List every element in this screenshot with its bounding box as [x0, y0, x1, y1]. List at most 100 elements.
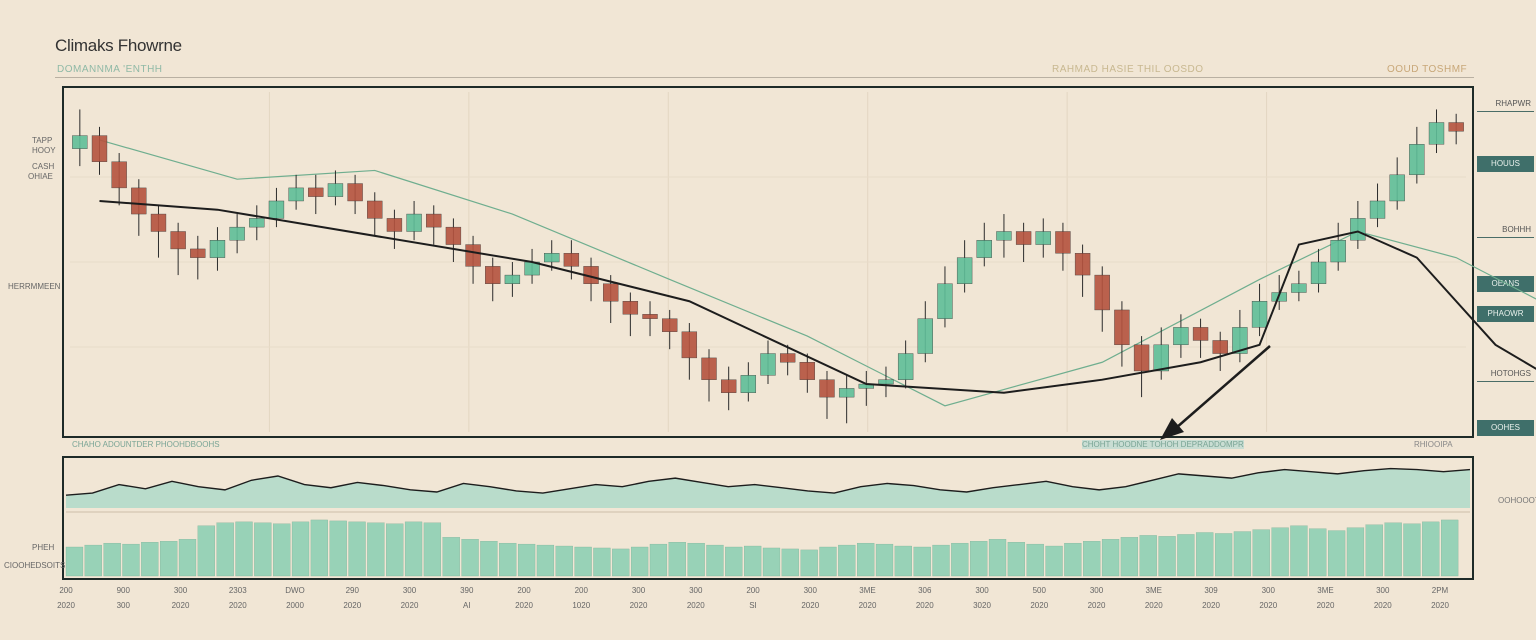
volume-bar: [1064, 542, 1082, 577]
x-axis-tick: 1020: [572, 601, 591, 610]
volume-bar: [1007, 542, 1025, 577]
volume-bar: [1327, 530, 1346, 577]
candle-body: [662, 318, 678, 332]
candle-body: [347, 183, 363, 202]
candle-body: [1035, 231, 1051, 245]
volume-bar: [1101, 539, 1120, 577]
volume-bar: [84, 544, 102, 577]
candle-body: [150, 213, 167, 232]
volume-bar: [1441, 519, 1459, 577]
x-axis-tick: 2020: [801, 601, 820, 610]
candle-body: [1310, 261, 1327, 284]
x-axis-tick: 300: [1261, 586, 1275, 595]
x-axis-tick: 2020: [1373, 601, 1392, 610]
candle-body: [1389, 174, 1405, 202]
candle-body: [1350, 218, 1366, 241]
x-axis-tick: 2020: [1259, 601, 1278, 610]
candle-body: [288, 187, 304, 202]
x-axis-tick: 300: [631, 586, 646, 595]
candle-body: [327, 183, 344, 197]
volume-bar: [536, 544, 555, 577]
x-axis-tick: 300: [402, 586, 417, 595]
candle-body: [956, 257, 973, 284]
volume-bar: [1309, 528, 1327, 577]
left-label-1: TAPP: [32, 136, 53, 145]
volume-bar: [555, 545, 573, 577]
candle-body: [1074, 253, 1091, 276]
volume-bar: [254, 522, 272, 577]
candle-body: [1055, 231, 1071, 254]
volume-bar: [1403, 523, 1421, 577]
volume-bar: [1365, 524, 1383, 577]
x-axis-tick: 2020: [629, 601, 648, 610]
candle-body: [465, 244, 481, 267]
x-axis-tick: 2020: [343, 601, 362, 610]
candle-body: [1409, 144, 1425, 176]
candle-body: [701, 357, 717, 380]
oscillator-line: [65, 467, 1471, 496]
x-axis-tick: 300: [116, 601, 130, 610]
candle-body: [996, 231, 1012, 241]
volume-bar: [1384, 522, 1402, 577]
volume-bar: [65, 546, 84, 577]
x-axis-tick: 200: [574, 586, 588, 595]
x-axis-tick: 2020: [57, 601, 75, 610]
x-axis-tick: 2020: [1316, 601, 1335, 610]
candle-body: [504, 274, 521, 284]
candle-body: [111, 161, 127, 189]
x-axis-tick: 306: [918, 586, 932, 595]
x-axis-tick: 2020: [515, 601, 533, 610]
x-axis-tick: 2020: [915, 601, 934, 610]
volume-bar: [762, 547, 781, 577]
candle-body: [1212, 340, 1228, 354]
volume-bar: [1177, 534, 1195, 577]
volume-bar: [706, 544, 724, 577]
right-tag-7: OOHES: [1477, 420, 1534, 436]
volume-bar: [310, 519, 328, 577]
volume-caption-left-bottom: CIOOHEDSOITS: [4, 561, 66, 570]
volume-bar: [423, 522, 442, 577]
x-axis-tick: 300: [803, 586, 817, 595]
volume-bar: [800, 549, 818, 577]
candle-body: [740, 375, 757, 393]
main-caption-left: CHAHO ADOUNTDER PHOOHDBOOHS: [72, 440, 220, 449]
x-axis-tick: 200: [517, 586, 531, 595]
volume-bar: [1139, 535, 1157, 577]
volume-caption-left-top: PHEH: [32, 543, 55, 552]
subtitle-right: OOUD TOSHMF: [1387, 64, 1468, 75]
candle-body: [268, 200, 285, 219]
candle-body: [406, 213, 422, 232]
right-tag-1: RHAPWR: [1477, 96, 1534, 112]
volume-bar: [178, 539, 197, 577]
volume-bar: [819, 546, 837, 577]
candle-body: [878, 379, 894, 385]
candle-body: [917, 318, 933, 354]
x-axis-tick: 2020: [1030, 601, 1049, 610]
candle-body: [1291, 283, 1307, 293]
volume-bar: [1290, 525, 1308, 577]
volume-bar: [197, 525, 215, 577]
main-caption-right: CHOHT HOODNE TOHOH DEPRADDOMPR: [1082, 440, 1244, 449]
volume-bar: [291, 521, 310, 577]
right-tag-2: HOUUS: [1477, 156, 1534, 172]
volume-bar: [1252, 529, 1270, 577]
x-axis-tick: 3ME: [1145, 586, 1162, 595]
volume-bar: [612, 548, 630, 577]
candle-body: [229, 226, 245, 241]
x-axis-tick: 300: [975, 586, 989, 595]
volume-bar: [404, 521, 423, 577]
candle-body: [760, 353, 776, 376]
volume-bar: [103, 542, 121, 577]
x-axis-tick: DWO: [285, 586, 305, 595]
candle-body: [190, 248, 206, 258]
volume-bar: [894, 545, 912, 577]
candle-body: [1015, 231, 1032, 245]
volume-bar: [725, 546, 743, 577]
volume-bar: [1083, 541, 1101, 577]
indicator-panel: [62, 456, 1474, 580]
volume-bar: [668, 542, 686, 577]
x-axis-tick: 2020: [1144, 601, 1163, 610]
x-axis-tick: 2020: [400, 601, 419, 610]
x-axis-tick: 390: [460, 586, 474, 595]
x-axis-tick: 3ME: [859, 586, 876, 595]
